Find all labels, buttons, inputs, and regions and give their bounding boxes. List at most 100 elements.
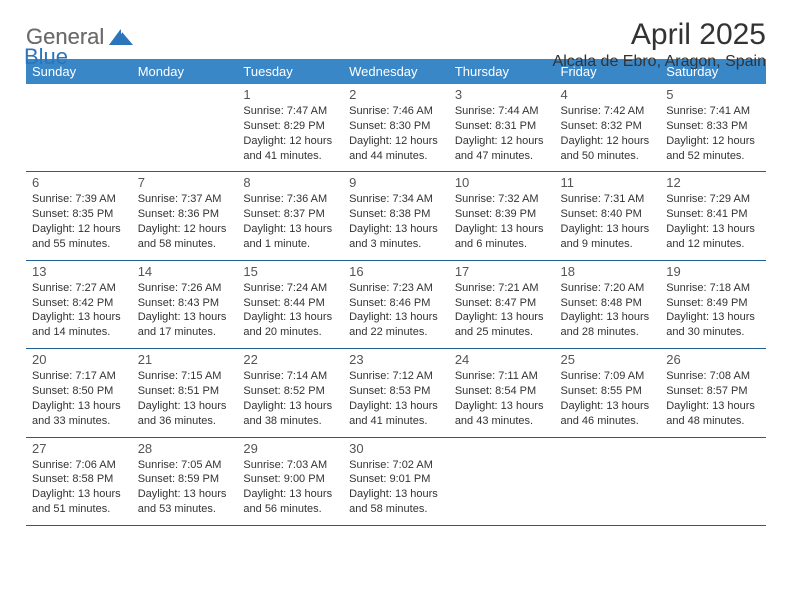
day-number: 14: [138, 264, 232, 279]
day-details: Sunrise: 7:23 AMSunset: 8:46 PMDaylight:…: [349, 281, 443, 340]
sunset-line: Sunset: 8:37 PM: [243, 207, 337, 222]
day-number: 30: [349, 441, 443, 456]
daylight-line: Daylight: 13 hours and 12 minutes.: [666, 222, 760, 252]
sunrise-line: Sunrise: 7:24 AM: [243, 281, 337, 296]
sunrise-line: Sunrise: 7:17 AM: [32, 369, 126, 384]
daylight-line: Daylight: 13 hours and 53 minutes.: [138, 487, 232, 517]
day-number: 23: [349, 352, 443, 367]
day-number: 20: [32, 352, 126, 367]
calendar-day-cell: 19Sunrise: 7:18 AMSunset: 8:49 PMDayligh…: [660, 260, 766, 348]
day-number: 6: [32, 175, 126, 190]
daylight-line: Daylight: 13 hours and 58 minutes.: [349, 487, 443, 517]
daylight-line: Daylight: 12 hours and 41 minutes.: [243, 134, 337, 164]
calendar-day-cell: [132, 84, 238, 172]
calendar-day-cell: 9 Sunrise: 7:34 AMSunset: 8:38 PMDaylight…: [343, 172, 449, 260]
daylight-line: Daylight: 13 hours and 30 minutes.: [666, 310, 760, 340]
sunset-line: Sunset: 8:55 PM: [561, 384, 655, 399]
sunset-line: Sunset: 8:42 PM: [32, 296, 126, 311]
day-number: 28: [138, 441, 232, 456]
daylight-line: Daylight: 12 hours and 50 minutes.: [561, 134, 655, 164]
sunset-line: Sunset: 9:01 PM: [349, 472, 443, 487]
calendar-week-row: 27Sunrise: 7:06 AMSunset: 8:58 PMDayligh…: [26, 437, 766, 525]
sunset-line: Sunset: 8:59 PM: [138, 472, 232, 487]
day-details: Sunrise: 7:47 AMSunset: 8:29 PMDaylight:…: [243, 104, 337, 163]
calendar-day-cell: 26Sunrise: 7:08 AMSunset: 8:57 PMDayligh…: [660, 349, 766, 437]
sunrise-line: Sunrise: 7:34 AM: [349, 192, 443, 207]
sunrise-line: Sunrise: 7:29 AM: [666, 192, 760, 207]
day-number: 9: [349, 175, 443, 190]
weekday-header: Tuesday: [237, 59, 343, 84]
calendar-day-cell: 6 Sunrise: 7:39 AMSunset: 8:35 PMDaylight…: [26, 172, 132, 260]
day-details: Sunrise: 7:39 AMSunset: 8:35 PMDaylight:…: [32, 192, 126, 251]
day-number: 16: [349, 264, 443, 279]
day-details: Sunrise: 7:27 AMSunset: 8:42 PMDaylight:…: [32, 281, 126, 340]
day-details: Sunrise: 7:05 AMSunset: 8:59 PMDaylight:…: [138, 458, 232, 517]
daylight-line: Daylight: 13 hours and 6 minutes.: [455, 222, 549, 252]
daylight-line: Daylight: 13 hours and 43 minutes.: [455, 399, 549, 429]
day-number: 7: [138, 175, 232, 190]
calendar-day-cell: [26, 84, 132, 172]
sunset-line: Sunset: 8:52 PM: [243, 384, 337, 399]
day-details: Sunrise: 7:08 AMSunset: 8:57 PMDaylight:…: [666, 369, 760, 428]
sunrise-line: Sunrise: 7:08 AM: [666, 369, 760, 384]
sunset-line: Sunset: 8:50 PM: [32, 384, 126, 399]
daylight-line: Daylight: 13 hours and 20 minutes.: [243, 310, 337, 340]
daylight-line: Daylight: 13 hours and 46 minutes.: [561, 399, 655, 429]
calendar-day-cell: 14Sunrise: 7:26 AMSunset: 8:43 PMDayligh…: [132, 260, 238, 348]
day-number: 5: [666, 87, 760, 102]
sunrise-line: Sunrise: 7:14 AM: [243, 369, 337, 384]
calendar-day-cell: 18Sunrise: 7:20 AMSunset: 8:48 PMDayligh…: [555, 260, 661, 348]
day-number: 8: [243, 175, 337, 190]
day-details: Sunrise: 7:31 AMSunset: 8:40 PMDaylight:…: [561, 192, 655, 251]
sunrise-line: Sunrise: 7:39 AM: [32, 192, 126, 207]
day-details: Sunrise: 7:34 AMSunset: 8:38 PMDaylight:…: [349, 192, 443, 251]
day-number: 10: [455, 175, 549, 190]
calendar-day-cell: 3 Sunrise: 7:44 AMSunset: 8:31 PMDaylight…: [449, 84, 555, 172]
sunrise-line: Sunrise: 7:26 AM: [138, 281, 232, 296]
day-details: Sunrise: 7:44 AMSunset: 8:31 PMDaylight:…: [455, 104, 549, 163]
sunrise-line: Sunrise: 7:36 AM: [243, 192, 337, 207]
sunset-line: Sunset: 8:40 PM: [561, 207, 655, 222]
calendar-day-cell: 13Sunrise: 7:27 AMSunset: 8:42 PMDayligh…: [26, 260, 132, 348]
sunrise-line: Sunrise: 7:32 AM: [455, 192, 549, 207]
day-number: 19: [666, 264, 760, 279]
day-details: Sunrise: 7:15 AMSunset: 8:51 PMDaylight:…: [138, 369, 232, 428]
calendar-day-cell: 30 Sunrise: 7:02 AMSunset: 9:01 PMDayligh…: [343, 437, 449, 525]
day-details: Sunrise: 7:12 AMSunset: 8:53 PMDaylight:…: [349, 369, 443, 428]
sunset-line: Sunset: 9:00 PM: [243, 472, 337, 487]
daylight-line: Daylight: 13 hours and 17 minutes.: [138, 310, 232, 340]
day-number: 1: [243, 87, 337, 102]
day-details: Sunrise: 7:14 AMSunset: 8:52 PMDaylight:…: [243, 369, 337, 428]
daylight-line: Daylight: 13 hours and 33 minutes.: [32, 399, 126, 429]
sunset-line: Sunset: 8:41 PM: [666, 207, 760, 222]
daylight-line: Daylight: 12 hours and 55 minutes.: [32, 222, 126, 252]
calendar-day-cell: 27Sunrise: 7:06 AMSunset: 8:58 PMDayligh…: [26, 437, 132, 525]
daylight-line: Daylight: 13 hours and 38 minutes.: [243, 399, 337, 429]
calendar-week-row: 13Sunrise: 7:27 AMSunset: 8:42 PMDayligh…: [26, 260, 766, 348]
daylight-line: Daylight: 12 hours and 44 minutes.: [349, 134, 443, 164]
daylight-line: Daylight: 13 hours and 48 minutes.: [666, 399, 760, 429]
day-number: 3: [455, 87, 549, 102]
calendar-day-cell: 11Sunrise: 7:31 AMSunset: 8:40 PMDayligh…: [555, 172, 661, 260]
day-number: 4: [561, 87, 655, 102]
day-number: 15: [243, 264, 337, 279]
day-number: 12: [666, 175, 760, 190]
day-details: Sunrise: 7:29 AMSunset: 8:41 PMDaylight:…: [666, 192, 760, 251]
sunset-line: Sunset: 8:57 PM: [666, 384, 760, 399]
logo-word-blue: Blue: [24, 44, 68, 69]
daylight-line: Daylight: 13 hours and 3 minutes.: [349, 222, 443, 252]
sunset-line: Sunset: 8:31 PM: [455, 119, 549, 134]
daylight-line: Daylight: 13 hours and 9 minutes.: [561, 222, 655, 252]
sunrise-line: Sunrise: 7:15 AM: [138, 369, 232, 384]
calendar-day-cell: 1 Sunrise: 7:47 AMSunset: 8:29 PMDaylight…: [237, 84, 343, 172]
sunrise-line: Sunrise: 7:09 AM: [561, 369, 655, 384]
day-details: Sunrise: 7:32 AMSunset: 8:39 PMDaylight:…: [455, 192, 549, 251]
sunrise-line: Sunrise: 7:12 AM: [349, 369, 443, 384]
weekday-header: Thursday: [449, 59, 555, 84]
day-details: Sunrise: 7:21 AMSunset: 8:47 PMDaylight:…: [455, 281, 549, 340]
month-title: April 2025: [553, 18, 766, 51]
day-number: 17: [455, 264, 549, 279]
calendar-day-cell: [660, 437, 766, 525]
day-details: Sunrise: 7:02 AMSunset: 9:01 PMDaylight:…: [349, 458, 443, 517]
sunrise-line: Sunrise: 7:20 AM: [561, 281, 655, 296]
